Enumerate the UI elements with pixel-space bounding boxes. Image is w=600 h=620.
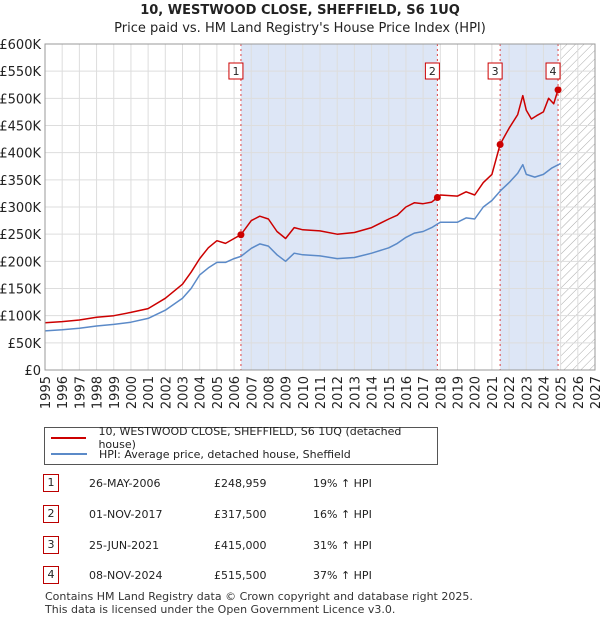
x-tick-label: 2016 <box>400 376 415 409</box>
x-tick-label: 2019 <box>452 376 467 409</box>
sale-point <box>237 231 245 239</box>
sale-price: £317,500 <box>214 508 267 521</box>
property-price-line <box>44 86 562 324</box>
hpi-line <box>44 162 561 332</box>
sale-price: £415,000 <box>214 539 267 552</box>
x-tick-label: 2018 <box>434 376 449 409</box>
chart-title: 10, WESTWOOD CLOSE, SHEFFIELD, S6 1UQ <box>140 3 460 18</box>
x-tick-label: 1996 <box>56 376 71 409</box>
y-tick-label: £250K <box>0 228 41 243</box>
sale-marker-label: 4 <box>550 65 557 78</box>
sale-marker-box <box>228 62 244 80</box>
y-tick-label: £150K <box>0 283 41 298</box>
sale-point <box>554 86 562 94</box>
y-tick-label: £600K <box>0 38 41 53</box>
sale-point <box>433 193 441 201</box>
legend-swatch-property <box>51 437 87 439</box>
footer-copyright: Contains HM Land Registry data © Crown c… <box>45 590 473 603</box>
footer-licence: This data is licensed under the Open Gov… <box>45 603 396 616</box>
sale-marker-box <box>424 62 440 80</box>
legend-label-hpi: HPI: Average price, detached house, Shef… <box>99 447 351 461</box>
x-tick-label: 2000 <box>125 376 140 409</box>
price-chart: 1 2 3 4 £0 £50K £100K £150K £200K £250K £300K £350K… <box>0 38 600 409</box>
sale-marker-label: 2 <box>429 65 436 78</box>
sale-date: 08-NOV-2024 <box>89 569 163 582</box>
chart-subtitle: Price paid vs. HM Land Registry's House … <box>114 21 486 36</box>
y-tick-label: £400K <box>0 147 41 162</box>
legend-swatch-hpi <box>51 453 87 455</box>
legend: 10, WESTWOOD CLOSE, SHEFFIELD, S6 1UQ (d… <box>44 425 438 465</box>
x-tick-label: 2022 <box>503 376 518 409</box>
x-tick-label: 2008 <box>262 376 277 409</box>
x-tick-label: 2024 <box>537 376 552 409</box>
x-tick-label: 2026 <box>572 376 587 409</box>
x-tick-label: 2007 <box>245 376 260 409</box>
sale-date: 25-JUN-2021 <box>89 539 160 552</box>
sale-hpi-change: 31% ↑ HPI <box>313 539 372 552</box>
x-tick-label: 2004 <box>194 376 209 409</box>
y-tick-label: £550K <box>0 65 41 80</box>
sale-date: 01-NOV-2017 <box>89 508 163 521</box>
x-tick-label: 2025 <box>555 376 570 409</box>
sale-hpi-change: 37% ↑ HPI <box>313 569 372 582</box>
x-tick-label: 2017 <box>417 376 432 409</box>
x-tick-label: 1998 <box>91 376 106 409</box>
sale-number-badge: 3 <box>43 536 59 554</box>
sale-marker-box <box>545 62 561 80</box>
sale-number-badge: 4 <box>43 566 59 584</box>
x-tick-label: 2006 <box>228 376 243 409</box>
x-tick-label: 2012 <box>331 376 346 409</box>
y-tick-label: £450K <box>0 120 41 135</box>
x-tick-label: 2013 <box>348 376 363 409</box>
x-tick-label: 2010 <box>297 376 312 409</box>
sale-hpi-change: 16% ↑ HPI <box>313 508 372 521</box>
x-tick-label: 2027 <box>589 376 600 409</box>
x-tick-label: 2002 <box>159 376 174 409</box>
sale-price: £248,959 <box>214 477 267 490</box>
x-tick-label: 2011 <box>314 376 329 409</box>
x-tick-label: 2023 <box>520 376 535 409</box>
x-tick-label: 2021 <box>486 376 501 409</box>
x-tick-label: 2015 <box>383 376 398 409</box>
sale-price: £515,500 <box>214 569 267 582</box>
x-tick-label: 2001 <box>142 376 157 409</box>
legend-item-hpi: HPI: Average price, detached house, Shef… <box>51 446 351 462</box>
x-tick-label: 1997 <box>73 376 88 409</box>
sale-point <box>496 141 504 149</box>
y-tick-label: £0 <box>24 364 41 379</box>
y-tick-label: £300K <box>0 201 41 216</box>
sale-marker-label: 1 <box>232 65 239 78</box>
sale-marker-box <box>487 62 503 80</box>
y-tick-label: £200K <box>0 255 41 270</box>
sale-date: 26-MAY-2006 <box>89 477 161 490</box>
x-tick-label: 2009 <box>280 376 295 409</box>
sale-hpi-change: 19% ↑ HPI <box>313 477 372 490</box>
legend-label-property: 10, WESTWOOD CLOSE, SHEFFIELD, S6 1UQ (d… <box>98 425 402 451</box>
sale-marker-label: 3 <box>492 65 499 78</box>
y-tick-label: £350K <box>0 174 41 189</box>
plot-border <box>44 43 596 371</box>
x-tick-label: 2003 <box>177 376 192 409</box>
y-tick-label: £100K <box>0 310 41 325</box>
sale-number-badge: 2 <box>43 505 59 523</box>
x-tick-label: 2014 <box>366 376 381 409</box>
x-tick-label: 2020 <box>469 376 484 409</box>
y-tick-label: £50K <box>8 337 42 352</box>
x-tick-label: 1999 <box>108 376 123 409</box>
legend-item-property: 10, WESTWOOD CLOSE, SHEFFIELD, S6 1UQ (d… <box>51 425 437 451</box>
sale-number-badge: 1 <box>43 474 59 492</box>
x-tick-label: 1995 <box>39 376 54 409</box>
x-tick-label: 2005 <box>211 376 226 409</box>
y-tick-label: £500K <box>0 92 41 107</box>
